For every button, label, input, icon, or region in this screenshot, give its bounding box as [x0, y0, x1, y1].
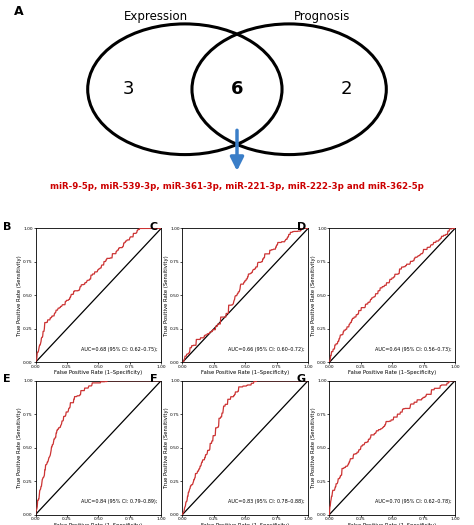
Text: AUC=0.84 (95% CI: 0.79–0.89);: AUC=0.84 (95% CI: 0.79–0.89); — [81, 499, 157, 504]
Y-axis label: True Positive Rate (Sensitivity): True Positive Rate (Sensitivity) — [164, 407, 169, 488]
Text: AUC=0.68 (95% CI: 0.62–0.75);: AUC=0.68 (95% CI: 0.62–0.75); — [81, 346, 157, 352]
Text: AUC=0.70 (95% CI: 0.62–0.78);: AUC=0.70 (95% CI: 0.62–0.78); — [374, 499, 451, 504]
Text: C: C — [150, 222, 158, 232]
Y-axis label: True Positive Rate (Sensitivity): True Positive Rate (Sensitivity) — [310, 407, 316, 488]
Text: A: A — [14, 5, 24, 18]
X-axis label: False Positive Rate (1–Specificity): False Positive Rate (1–Specificity) — [201, 523, 290, 525]
Text: Expression: Expression — [124, 9, 189, 23]
Text: G: G — [297, 374, 306, 384]
Y-axis label: True Positive Rate (Sensitivity): True Positive Rate (Sensitivity) — [17, 407, 22, 488]
Text: B: B — [3, 222, 11, 232]
Text: AUC=0.64 (95% CI: 0.56–0.73);: AUC=0.64 (95% CI: 0.56–0.73); — [374, 346, 451, 352]
X-axis label: False Positive Rate (1–Specificity): False Positive Rate (1–Specificity) — [54, 523, 143, 525]
Text: D: D — [297, 222, 306, 232]
Y-axis label: True Positive Rate (Sensitivity): True Positive Rate (Sensitivity) — [17, 255, 22, 335]
Text: F: F — [150, 374, 157, 384]
Text: 3: 3 — [122, 80, 134, 98]
X-axis label: False Positive Rate (1–Specificity): False Positive Rate (1–Specificity) — [348, 523, 437, 525]
X-axis label: False Positive Rate (1–Specificity): False Positive Rate (1–Specificity) — [54, 371, 143, 375]
Text: Prognosis: Prognosis — [294, 9, 350, 23]
Y-axis label: True Positive Rate (Sensitivity): True Positive Rate (Sensitivity) — [310, 255, 316, 335]
Text: 2: 2 — [340, 80, 352, 98]
Text: AUC=0.83 (95% CI: 0.78–0.88);: AUC=0.83 (95% CI: 0.78–0.88); — [228, 499, 304, 504]
Text: AUC=0.66 (95% CI: 0.60–0.72);: AUC=0.66 (95% CI: 0.60–0.72); — [228, 346, 304, 352]
Text: E: E — [3, 374, 10, 384]
Y-axis label: True Positive Rate (Sensitivity): True Positive Rate (Sensitivity) — [164, 255, 169, 335]
X-axis label: False Positive Rate (1–Specificity): False Positive Rate (1–Specificity) — [348, 371, 437, 375]
X-axis label: False Positive Rate (1–Specificity): False Positive Rate (1–Specificity) — [201, 371, 290, 375]
Text: miR-9-5p, miR-539-3p, miR-361-3p, miR-221-3p, miR-222-3p and miR-362-5p: miR-9-5p, miR-539-3p, miR-361-3p, miR-22… — [50, 182, 424, 191]
Text: 6: 6 — [231, 80, 243, 98]
